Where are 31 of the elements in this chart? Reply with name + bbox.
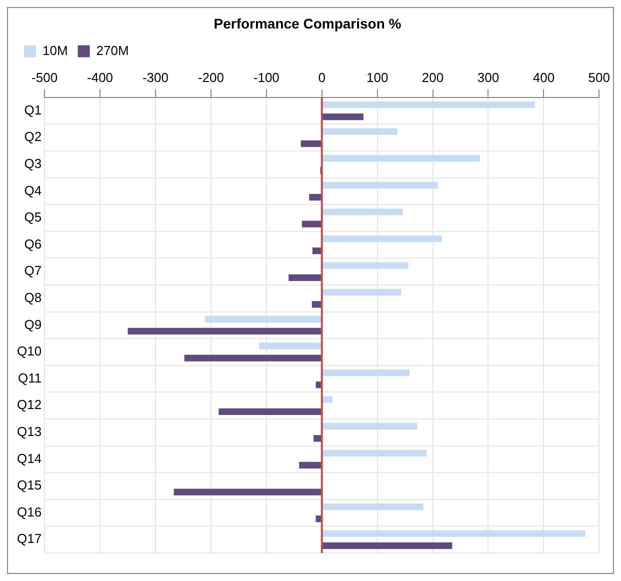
y-tick-label: Q1 — [24, 102, 42, 118]
x-tick-label: 200 — [422, 70, 444, 86]
y-tick-label: Q12 — [16, 397, 42, 412]
y-tick-label: Q16 — [16, 504, 42, 520]
y-tick-label: Q10 — [16, 344, 42, 359]
x-tick-label: 500 — [588, 70, 610, 86]
y-tick-label: Q6 — [24, 236, 42, 252]
x-tick-label: 400 — [532, 70, 555, 86]
x-tick-label: -200 — [198, 70, 224, 86]
y-tick-label: Q8 — [24, 290, 42, 305]
legend-label: 10M — [42, 42, 68, 58]
y-tick-label: Q15 — [16, 478, 42, 493]
x-tick-label: -400 — [87, 70, 114, 86]
legend-label: 270M — [96, 42, 129, 58]
x-tick-label: 0 — [318, 70, 326, 86]
x-tick-label: -500 — [32, 70, 58, 86]
x-tick-label: -300 — [142, 70, 169, 86]
y-tick-label: Q14 — [16, 450, 42, 466]
y-tick-label: Q11 — [18, 370, 42, 386]
x-tick-label: -100 — [253, 70, 280, 86]
y-tick-label: Q17 — [16, 531, 42, 546]
y-tick-label: Q13 — [16, 424, 42, 439]
y-tick-label: Q4 — [24, 182, 42, 198]
chart-title: Performance Comparison % — [214, 15, 402, 32]
y-tick-label: Q9 — [24, 316, 42, 332]
y-tick-label: Q3 — [24, 156, 42, 171]
y-tick-label: Q5 — [24, 210, 42, 225]
x-tick-label: 100 — [366, 70, 388, 86]
x-tick-label: 300 — [477, 70, 500, 86]
y-tick-label: Q7 — [24, 263, 42, 278]
y-tick-label: Q2 — [24, 129, 42, 144]
